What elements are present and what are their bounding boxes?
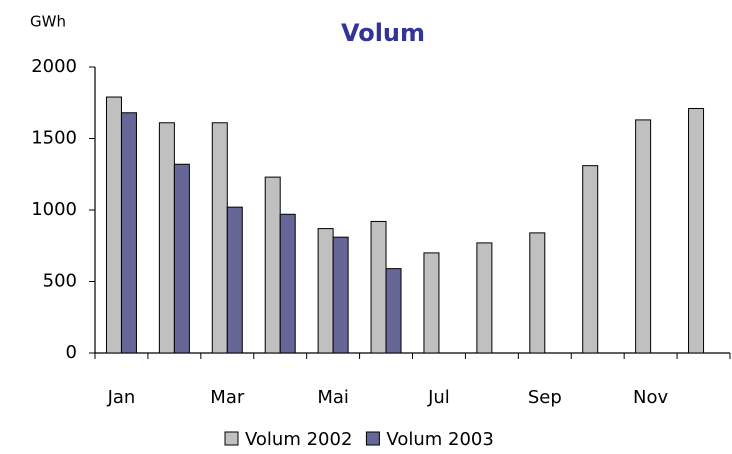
bar [385,268,402,354]
bar [158,122,175,354]
chart-title: Volum [341,19,425,47]
legend-label: Volum 2003 [386,429,493,450]
x-tick-label: Jul [427,387,450,408]
y-tick-label: 2000 [31,56,77,77]
bar [635,119,652,354]
bar [264,176,281,354]
bar [226,206,243,354]
legend-label: Volum 2002 [245,429,352,450]
bar [120,112,137,354]
bar [211,122,228,354]
x-tick-label: Mai [317,387,349,408]
bar [423,252,440,354]
x-tick-label: Nov [633,387,668,408]
bar [173,163,190,354]
y-tick-label: 1500 [31,128,77,149]
y-axis-label: GWh [30,13,66,31]
bar [529,232,546,354]
y-tick-label: 0 [66,342,77,363]
x-tick-label: Sep [528,387,562,408]
bar [370,220,387,354]
y-tick-label: 1000 [31,199,77,220]
bar [582,165,599,354]
legend-swatch [365,431,380,446]
x-tick-label: Mar [210,387,245,408]
bar [476,242,493,354]
bar [688,107,705,354]
x-tick-label: Jan [107,387,136,408]
legend-swatch [224,431,239,446]
bar [332,236,349,354]
bar [317,228,334,354]
y-tick-label: 500 [43,271,77,292]
bar [105,96,122,354]
bar [279,213,296,354]
